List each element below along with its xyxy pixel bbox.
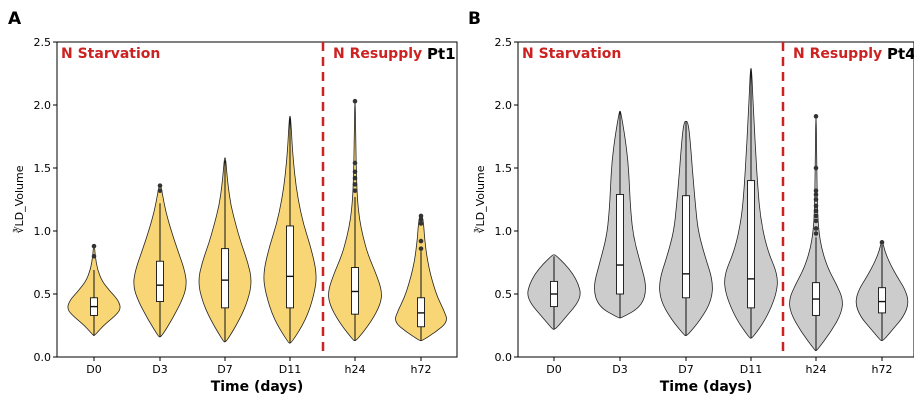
y-tick-label: 1.5 [34,162,52,175]
violin-h24 [328,98,382,342]
x-tick-label-h24: h24 [345,363,366,376]
outlier-point [813,188,819,193]
x-tick-label-h72: h72 [411,363,432,376]
outlier-point [418,238,424,244]
outlier-point [352,188,358,193]
outlier-point [352,160,358,166]
y-tick-label: 2.5 [34,36,52,49]
plot-frame [56,41,458,358]
outlier-point [813,197,819,202]
x-tick-label-h24: h24 [806,363,827,376]
outlier-point [813,231,819,236]
x-tick-label-d11: D11 [279,363,301,376]
violin-d11 [724,68,778,339]
y-axis-label: ∛LD_Volume [473,165,487,233]
outlier-point [352,182,358,187]
y-tick-label: 2.0 [495,99,513,112]
x-tick-label-d11: D11 [740,363,762,376]
phase-label-starvation: N Starvation [61,46,160,62]
outlier-point [813,213,819,219]
panel-b: B 0.0 0.5 1.0 1.5 2.0 2.5 ∛LD_Volume Time (days)… [468,9,914,395]
panel-a: A 0.0 0.5 1.0 1.5 2.0 2.5 ∛LD_Volume Time (days)… [8,9,458,395]
outlier-point [352,169,358,175]
x-tick-label-d7: D7 [678,363,693,376]
y-tick-label: 1.5 [495,162,513,175]
iqr-box [682,195,690,299]
violin-d7 [659,121,713,337]
outlier-point [813,165,819,171]
y-tick-label: 1.0 [495,225,513,238]
outlier-point [352,98,358,104]
y-axis-label: ∛LD_Volume [12,165,26,233]
y-tick-label: 2.5 [495,36,513,49]
y-tick-label: 2.0 [34,99,52,112]
iqr-box [878,287,886,314]
panel-letter: B [468,9,481,29]
x-tick-label-h72: h72 [872,363,893,376]
y-tick-label: 1.0 [34,225,52,238]
phase-label-resupply: N Resupply [333,46,422,62]
x-tick-label-d3: D3 [612,363,627,376]
x-tick-label-d7: D7 [217,363,232,376]
violin-d0 [67,243,121,337]
outlier-point [157,188,163,193]
outlier-point [879,240,885,245]
violin-d3 [133,183,187,338]
patient-label: Pt1 [427,45,456,63]
iqr-box [747,180,755,309]
iqr-box [156,260,164,303]
outlier-point [813,192,819,197]
outlier-point [91,253,97,259]
iqr-box [286,225,294,309]
y-tick-label: 0.0 [34,351,52,364]
x-axis-label: Time (days) [211,379,304,395]
iqr-box [616,194,624,295]
iqr-box [221,248,229,309]
violin-d0 [527,254,581,330]
outlier-point [418,221,424,226]
patient-label: Pt4 [887,45,914,63]
panel-letter: A [8,9,22,29]
outlier-point [352,175,358,181]
outlier-point [418,246,424,251]
x-tick-label-d3: D3 [152,363,167,376]
violin-h24 [789,114,843,352]
outlier-point [157,183,163,188]
violin-d3 [594,110,646,319]
y-tick-label: 0.5 [34,288,52,301]
outlier-point [91,243,97,249]
outlier-point [813,114,819,119]
violin-h72 [855,240,909,342]
outlier-point [813,203,819,209]
outlier-point [813,226,819,231]
x-tick-label-d0: D0 [86,363,101,376]
violin-h72 [395,213,447,342]
phase-label-starvation: N Starvation [522,46,621,62]
outlier-point [813,218,819,224]
x-axis-label: Time (days) [660,379,753,395]
y-tick-label: 0.0 [495,351,513,364]
violin-d7 [198,157,252,343]
phase-label-resupply: N Resupply [793,46,882,62]
outlier-point [813,208,819,214]
x-tick-label-d0: D0 [546,363,561,376]
plot-frame [517,41,914,358]
violin-d11 [263,115,317,344]
y-tick-label: 0.5 [495,288,513,301]
outlier-point [418,213,424,219]
outlier-point [418,217,424,222]
